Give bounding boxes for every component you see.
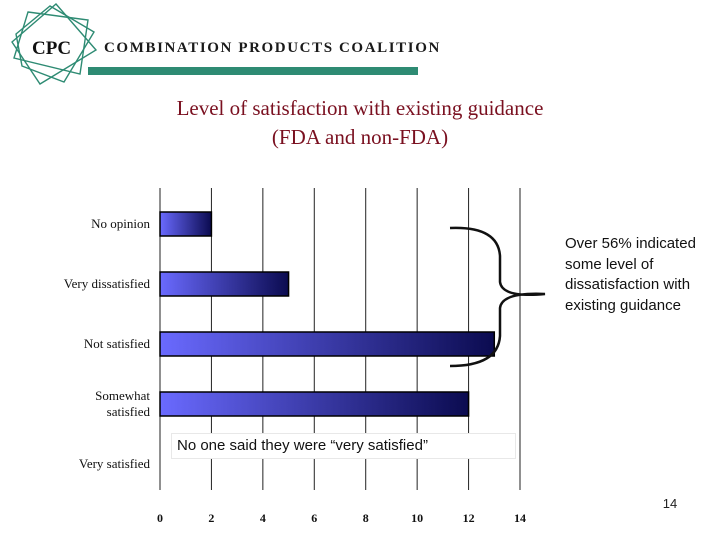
bar-no-opinion [159, 211, 213, 237]
dissatisfaction-callout: Over 56% indicated some level of dissati… [565, 235, 696, 314]
x-tick-12: 12 [463, 511, 475, 525]
bar-very-dissatisfied [159, 271, 290, 297]
slide-title: Level of satisfaction with existing guid… [0, 94, 720, 152]
cpc-logo: CPC [11, 3, 98, 85]
callout-brace [449, 226, 546, 368]
bar-not-satisfied [159, 331, 496, 357]
very-satisfied-note: No one said they were “very satisfied” [171, 433, 516, 459]
x-tick-6: 6 [311, 511, 317, 525]
category-label-very-dissatisfied: Very dissatisfied [64, 276, 151, 291]
x-tick-0: 0 [157, 511, 163, 525]
category-label-very-satisfied: Very satisfied [79, 456, 151, 471]
category-label-no-opinion: No opinion [91, 216, 150, 231]
x-tick-4: 4 [260, 511, 266, 525]
x-tick-10: 10 [411, 511, 423, 525]
x-tick-14: 14 [514, 511, 526, 525]
brand-name: COMBINATION PRODUCTS COALITION [104, 40, 441, 56]
category-label-somewhat-satisfied: Somewhat satisfied [95, 388, 150, 419]
title-line-2: (FDA and non-FDA) [271, 125, 449, 149]
x-tick-2: 2 [208, 511, 214, 525]
brand-rule [88, 67, 418, 75]
bar-somewhat-satisfied [159, 391, 470, 417]
category-label-not-satisfied: Not satisfied [84, 336, 151, 351]
page-number: 14 [662, 496, 678, 511]
x-tick-8: 8 [363, 511, 369, 525]
title-line-1: Level of satisfaction with existing guid… [176, 96, 544, 120]
logo-text: CPC [32, 38, 71, 59]
